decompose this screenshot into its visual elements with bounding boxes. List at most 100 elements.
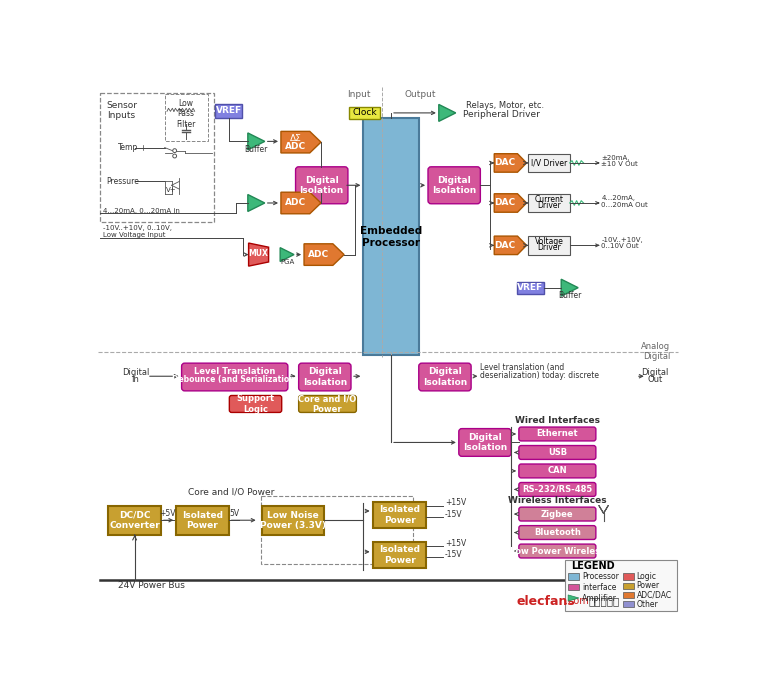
FancyBboxPatch shape (419, 363, 471, 391)
Text: DC/DC
Converter: DC/DC Converter (109, 510, 160, 530)
Text: Other: Other (637, 599, 658, 608)
FancyBboxPatch shape (622, 574, 634, 579)
Text: Driver: Driver (537, 201, 561, 210)
Text: Low Voltage Input: Low Voltage Input (103, 232, 166, 238)
Text: Core and I/O
Power: Core and I/O Power (298, 395, 356, 413)
FancyBboxPatch shape (109, 505, 161, 535)
Text: Digital: Digital (122, 368, 149, 377)
Text: Wireless Interfaces: Wireless Interfaces (508, 496, 606, 505)
Text: 4…20mA, 0…20mA in: 4…20mA, 0…20mA in (103, 208, 180, 214)
Text: Digital
Isolation: Digital Isolation (423, 367, 467, 387)
Text: DAC: DAC (495, 158, 515, 167)
Polygon shape (248, 194, 264, 211)
FancyBboxPatch shape (372, 502, 426, 528)
Text: Temp: Temp (119, 143, 139, 152)
Text: ΔΣ: ΔΣ (290, 134, 302, 143)
Text: Wired Interfaces: Wired Interfaces (515, 416, 600, 425)
Polygon shape (281, 131, 321, 153)
FancyBboxPatch shape (622, 592, 634, 598)
FancyBboxPatch shape (528, 236, 570, 254)
Polygon shape (568, 595, 579, 601)
Text: ADC: ADC (285, 142, 306, 151)
Text: Digital
Isolation: Digital Isolation (302, 367, 347, 387)
Text: deserialization) today: discrete: deserialization) today: discrete (480, 371, 600, 380)
FancyBboxPatch shape (565, 560, 676, 611)
FancyBboxPatch shape (519, 427, 596, 441)
Text: Amplifier: Amplifier (582, 594, 617, 602)
FancyBboxPatch shape (622, 601, 634, 607)
Text: Isolated
Power: Isolated Power (182, 510, 223, 530)
Text: LEGEND: LEGEND (572, 560, 615, 571)
Polygon shape (281, 192, 321, 214)
FancyBboxPatch shape (519, 526, 596, 539)
Text: Logic: Logic (637, 572, 657, 581)
Text: Digital: Digital (641, 368, 669, 377)
Text: -10V..+10V,: -10V..+10V, (601, 237, 643, 243)
Text: In: In (131, 375, 139, 384)
Text: 0..10V Out: 0..10V Out (601, 243, 639, 249)
Polygon shape (494, 194, 527, 212)
Text: I/V Driver: I/V Driver (530, 158, 567, 167)
Text: Isolated
Power: Isolated Power (379, 505, 420, 525)
FancyBboxPatch shape (622, 583, 634, 589)
Text: Out: Out (648, 375, 663, 384)
Polygon shape (304, 244, 344, 266)
Text: Relays, Motor, etc.: Relays, Motor, etc. (467, 100, 545, 109)
FancyBboxPatch shape (568, 574, 579, 579)
FancyBboxPatch shape (299, 363, 351, 391)
FancyBboxPatch shape (459, 429, 511, 457)
Text: VREF: VREF (216, 106, 242, 115)
Text: Buffer: Buffer (245, 144, 268, 153)
Text: -15V: -15V (445, 510, 463, 519)
Text: 电子发烧友: 电子发烧友 (588, 596, 619, 606)
Text: ±20mA,: ±20mA, (601, 155, 630, 160)
Text: 24V Power Bus: 24V Power Bus (119, 581, 185, 590)
Text: Ethernet: Ethernet (537, 429, 578, 438)
FancyBboxPatch shape (519, 464, 596, 478)
FancyBboxPatch shape (176, 505, 229, 535)
Text: ±10 V Out: ±10 V Out (601, 161, 638, 167)
Text: Level Translation: Level Translation (194, 367, 275, 376)
Text: Input: Input (347, 90, 370, 99)
Text: Isolated
Power: Isolated Power (379, 545, 420, 565)
FancyBboxPatch shape (363, 118, 419, 355)
FancyBboxPatch shape (519, 482, 596, 496)
Text: -10V..+10V, 0..10V,: -10V..+10V, 0..10V, (103, 225, 172, 231)
Text: +15V: +15V (445, 539, 466, 548)
Text: Core and I/O Power: Core and I/O Power (188, 487, 275, 496)
Text: interface: interface (582, 583, 616, 592)
Text: RS-232/RS-485: RS-232/RS-485 (522, 485, 593, 494)
Text: 4…20mA,: 4…20mA, (601, 195, 635, 201)
Text: Digital
Isolation: Digital Isolation (432, 176, 477, 195)
Text: Support
Logic: Support Logic (236, 395, 274, 413)
Polygon shape (561, 279, 578, 296)
Text: PGA: PGA (280, 259, 294, 264)
Polygon shape (494, 154, 527, 172)
FancyBboxPatch shape (230, 395, 282, 413)
Text: DAC: DAC (495, 241, 515, 250)
Text: Low
Pass
Filter: Low Pass Filter (176, 99, 196, 129)
Text: Analog: Analog (641, 342, 670, 351)
Text: Digital
Isolation: Digital Isolation (299, 176, 344, 195)
Text: Processor: Processor (582, 572, 619, 581)
FancyBboxPatch shape (519, 445, 596, 459)
FancyBboxPatch shape (519, 544, 596, 558)
FancyBboxPatch shape (428, 167, 480, 204)
Text: VREF: VREF (518, 283, 543, 292)
Text: elecfans: elecfans (517, 595, 575, 608)
Text: Digital
Isolation: Digital Isolation (463, 433, 507, 452)
Text: Sensor
Inputs: Sensor Inputs (106, 100, 137, 120)
Text: 0…20mA Out: 0…20mA Out (601, 201, 648, 208)
Text: USB: USB (548, 448, 567, 457)
Text: V+: V+ (166, 187, 177, 193)
Text: Debounce (and Serialization): Debounce (and Serialization) (172, 375, 298, 384)
FancyBboxPatch shape (528, 194, 570, 212)
FancyBboxPatch shape (372, 542, 426, 568)
Text: Low Power Wireless: Low Power Wireless (510, 546, 605, 556)
Text: ADC: ADC (308, 250, 329, 259)
Text: Current: Current (534, 194, 563, 204)
FancyBboxPatch shape (528, 154, 570, 172)
Text: -15V: -15V (445, 551, 463, 560)
FancyBboxPatch shape (299, 395, 356, 413)
Text: Peripheral Driver: Peripheral Driver (464, 110, 540, 119)
